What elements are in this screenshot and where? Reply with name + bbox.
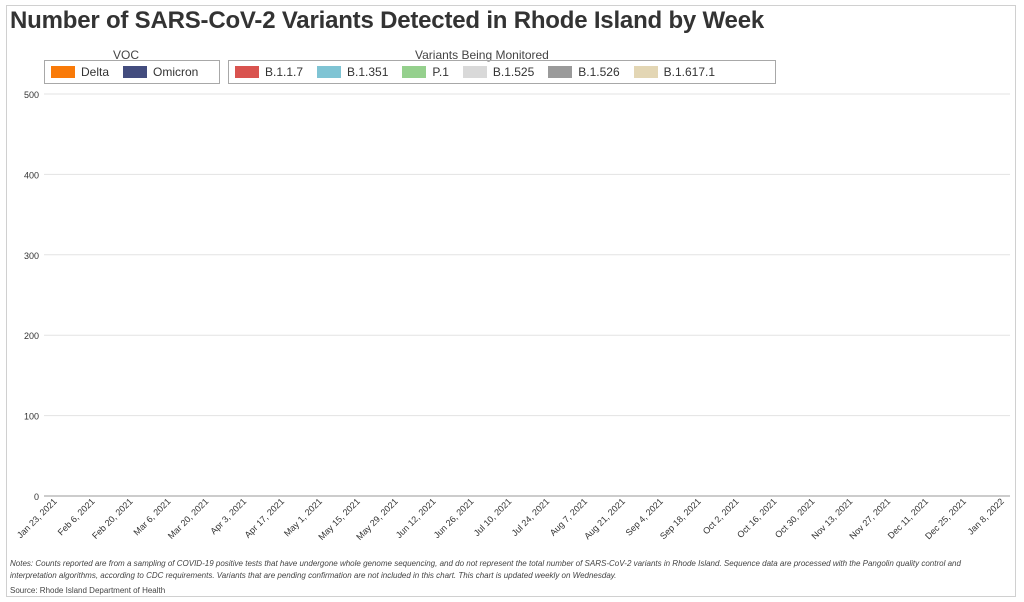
legend-swatch (123, 66, 148, 78)
x-tick-label: Aug 7, 2021 (548, 496, 589, 537)
x-tick-label: Dec 25, 2021 (923, 496, 968, 541)
legend-label: B.1.526 (578, 65, 620, 79)
x-tick-label: Mar 20, 2021 (166, 496, 211, 541)
x-tick-label: Aug 21, 2021 (582, 496, 627, 541)
legend-label: Delta (81, 65, 110, 79)
chart-frame (6, 5, 1016, 597)
x-tick-label: Feb 20, 2021 (90, 496, 135, 541)
y-tick-label: 400 (24, 170, 39, 180)
x-tick-label: Mar 6, 2021 (131, 496, 172, 537)
legend-voc-title: VOC (113, 48, 140, 62)
x-tick-label: Sep 4, 2021 (624, 496, 665, 537)
legend-item-omicron[interactable]: Omicron (123, 65, 198, 79)
legend-label: B.1.1.7 (265, 65, 304, 79)
chart-notes: Notes: Counts reported are from a sampli… (10, 559, 961, 580)
x-tick-label: Oct 16, 2021 (735, 496, 779, 540)
legend-swatch (235, 66, 259, 78)
page-title: Number of SARS-CoV-2 Variants Detected i… (10, 7, 764, 34)
legend-item-b117[interactable]: B.1.1.7 (235, 65, 303, 79)
x-tick-label: Jul 24, 2021 (510, 496, 552, 538)
legend-item-b1526[interactable]: B.1.526 (548, 65, 620, 79)
legend-label: Omicron (153, 65, 199, 79)
x-tick-label: Apr 3, 2021 (208, 496, 248, 536)
y-tick-label: 500 (24, 90, 39, 100)
legend-swatch (548, 66, 573, 78)
y-tick-label: 200 (24, 331, 39, 341)
y-tick-label: 0 (34, 492, 39, 502)
chart-source: Source: Rhode Island Department of Healt… (10, 586, 166, 595)
legend-label: B.1.351 (347, 65, 389, 79)
x-tick-label: Jan 23, 2021 (15, 496, 59, 540)
legend-item-p1[interactable]: P.1 (402, 65, 449, 79)
legend-swatch (317, 66, 342, 78)
x-tick-label: Apr 17, 2021 (243, 496, 287, 540)
y-tick-label: 100 (24, 412, 39, 422)
legend-swatch (51, 66, 75, 78)
legend-item-delta[interactable]: Delta (51, 65, 109, 79)
legend-label: B.1.617.1 (663, 65, 715, 79)
x-tick-label: Feb 6, 2021 (56, 496, 97, 537)
y-tick-label: 300 (24, 251, 39, 261)
x-tick-label: Jan 8, 2022 (966, 496, 1006, 536)
legend-item-b1525[interactable]: B.1.525 (462, 65, 535, 79)
legend-item-b16171[interactable]: B.1.617.1 (633, 65, 715, 79)
x-tick-label: Sep 18, 2021 (658, 496, 703, 541)
legend-swatch (402, 66, 427, 78)
legend-voc: Delta Omicron (44, 60, 220, 84)
x-tick-label: Jul 10, 2021 (472, 496, 514, 538)
legend-item-b1351[interactable]: B.1.351 (317, 65, 388, 79)
legend-swatch (462, 66, 487, 78)
legend-monitored-title: Variants Being Monitored (415, 48, 549, 62)
legend-label: P.1 (432, 65, 449, 79)
legend-label: B.1.525 (492, 65, 535, 79)
legend-swatch (633, 66, 658, 78)
x-tick-label: Jun 26, 2021 (432, 496, 476, 540)
legend-monitored: B.1.1.7 B.1.351 P.1 B.1.525 B.1.526 B.1.… (228, 60, 776, 84)
x-tick-label: Oct 2, 2021 (701, 496, 741, 536)
